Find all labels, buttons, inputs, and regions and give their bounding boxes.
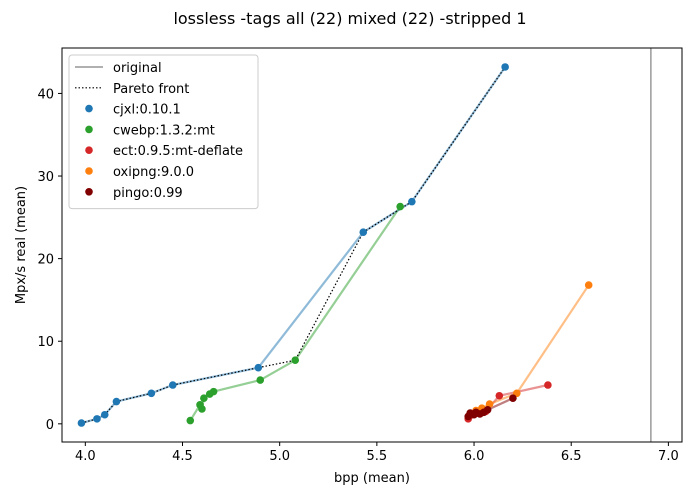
data-point [77,419,86,427]
legend-series-label: ect:0.9.5:mt-deflate [113,144,243,159]
data-point [256,376,265,384]
data-point [198,405,206,413]
legend-series-label: pingo:0.99 [113,186,183,201]
data-point [209,387,218,396]
legend-box [68,54,259,210]
legend-series-marker [85,188,93,196]
y-tick-label: 40 [37,87,54,102]
data-point [291,356,300,365]
legend-series-marker [85,125,93,134]
data-point [112,397,121,406]
data-point [544,381,552,389]
data-point [186,416,195,425]
data-point [93,415,101,423]
x-tick-label: 5.0 [269,449,290,464]
plot-area [77,48,652,442]
series-line [189,205,402,422]
legend-series-label: cjxl:0.10.1 [113,103,181,118]
y-tick-label: 0 [46,418,54,433]
legend-original-label: original [113,61,162,76]
data-point [359,228,368,236]
legend-pareto-label: Pareto front [113,82,189,97]
data-point [485,400,494,408]
x-tick-label: 6.5 [561,449,582,464]
legend: original Pareto front cjxl:0.10.1 cwebp:1.3… [68,54,259,210]
y-axis-label: Mpx/s real (mean) [14,186,29,304]
data-point [584,281,593,289]
data-point [100,410,109,419]
data-point [200,394,208,403]
data-point [408,197,416,206]
legend-series-label: cwebp:1.3.2:mt [113,123,215,138]
x-tick-label: 7.0 [658,449,679,464]
legend-series-marker [85,146,93,154]
legend-series-marker [85,104,93,113]
data-point [501,63,509,71]
y-tick-label: 10 [37,335,54,350]
y-axis: 0 10 20 30 40 [37,87,62,433]
data-point [495,391,504,400]
legend-series-label: oxipng:9.0.0 [113,165,194,180]
data-point [483,405,492,414]
data-point [396,202,404,211]
y-tick-label: 20 [37,253,54,268]
data-point [168,381,177,389]
data-point [254,363,263,372]
data-point [147,389,156,398]
series-line [469,284,590,415]
data-point [509,394,517,403]
x-axis-label: bpp (mean) [334,471,410,486]
x-tick-label: 4.0 [75,449,96,464]
x-tick-label: 5.5 [367,449,388,464]
x-tick-label: 4.5 [172,449,193,464]
plot-frame [61,47,683,443]
y-tick-label: 30 [37,170,54,185]
x-tick-label: 6.0 [464,449,485,464]
legend-series-marker [85,167,93,175]
x-axis: 4.0 4.5 5.0 5.5 6.0 6.5 7.0 [75,442,679,464]
chart-title: lossless -tags all (22) mixed (22) -stri… [173,9,526,28]
